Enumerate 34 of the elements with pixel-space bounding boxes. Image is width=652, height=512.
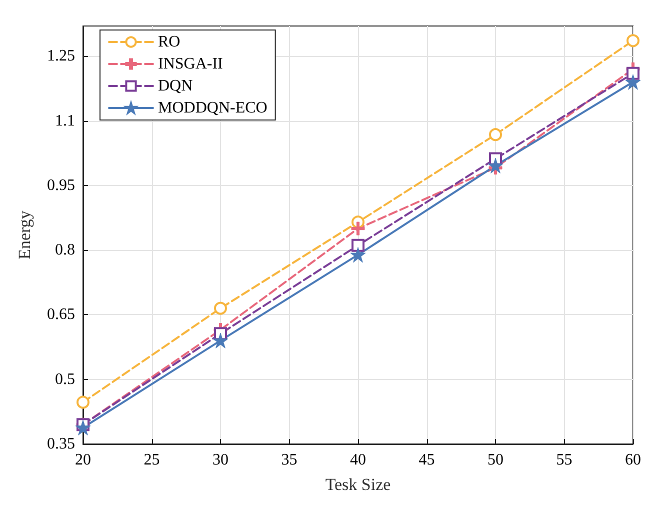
legend-label: DQN — [158, 78, 194, 94]
point — [351, 222, 365, 236]
point — [76, 396, 90, 409]
x-tick-label: 30 — [212, 452, 228, 468]
y-tick-label: 0.5 — [55, 370, 75, 388]
x-tick-label: 55 — [556, 452, 572, 468]
point — [626, 34, 640, 48]
legend-label: INSGA-II — [158, 56, 223, 72]
legend-label: RO — [158, 34, 180, 50]
point — [352, 238, 364, 252]
y-tick-label: 0.65 — [47, 306, 75, 324]
point — [488, 158, 504, 174]
y-tick-label: 0.35 — [47, 436, 75, 452]
x-axis-title: Tesk Size — [325, 475, 391, 494]
y-tick-label: 1.1 — [55, 112, 75, 130]
point — [625, 74, 641, 90]
y-tick-label: 0.95 — [47, 176, 75, 194]
point — [214, 302, 227, 315]
x-tick-label: 20 — [75, 452, 91, 468]
point — [626, 66, 640, 80]
point — [75, 420, 91, 436]
x-tick-label: 40 — [350, 452, 366, 468]
point — [350, 247, 366, 263]
y-axis-title: Energy — [15, 210, 34, 260]
x-tick-label: 35 — [281, 452, 298, 468]
y-tick-label: 1.25 — [47, 48, 75, 65]
point — [212, 332, 228, 348]
x-tick-label: 25 — [144, 452, 160, 468]
x-tick-label: 60 — [625, 452, 641, 468]
legend-label: MODDQN-ECO — [158, 100, 268, 116]
x-tick-label: 45 — [418, 452, 435, 468]
x-tick-label: 50 — [488, 452, 504, 468]
y-tick-label: 0.8 — [55, 242, 75, 259]
point — [489, 128, 502, 142]
